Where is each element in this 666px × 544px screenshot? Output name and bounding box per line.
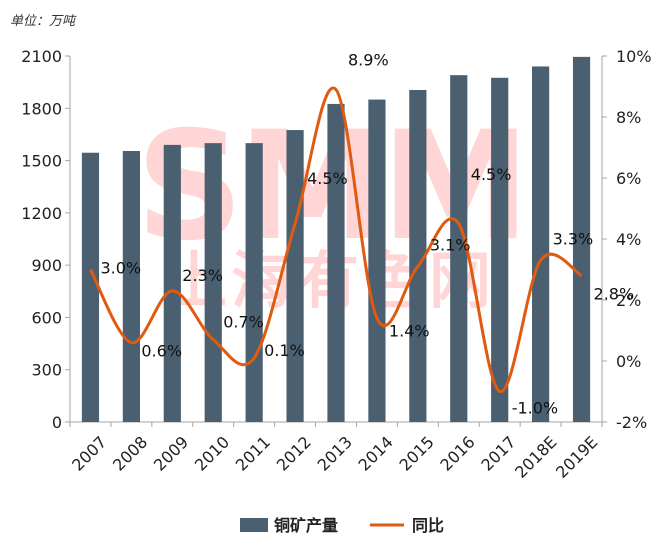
bar (163, 144, 181, 422)
bar (572, 56, 591, 422)
right-tick-label: 4% (616, 230, 641, 249)
data-labels: 3.0% 0.6% 2.3% 0.7%0.1% 4.5% 8.9% 1.4% 3.1% 4.5%… (100, 51, 634, 418)
right-tick-label: 0% (616, 352, 641, 371)
left-tick-label: 300 (31, 361, 62, 380)
bar (81, 152, 100, 422)
x-tick-label: 2007 (68, 432, 110, 474)
bar (368, 99, 386, 423)
data-label: 2.3% (182, 266, 223, 285)
bar-series (81, 56, 591, 423)
legend-label-bar: 铜矿产量 (274, 516, 338, 535)
data-label: 4.5% (307, 169, 348, 188)
bar (286, 130, 304, 423)
legend-swatch-bar (240, 518, 268, 532)
left-tick-label: 0 (52, 413, 62, 432)
data-label: 1.4% (389, 321, 430, 340)
bar (327, 103, 345, 422)
data-label: 3.3% (553, 229, 594, 248)
right-tick-label: -2% (616, 413, 647, 432)
data-label: 4.5% (471, 165, 512, 184)
x-tick-label: 2013 (314, 432, 356, 474)
data-label: 0.1% (264, 341, 305, 360)
x-tick-label: 2011 (232, 432, 274, 474)
line-series (89, 86, 583, 393)
x-tick-label: 2009 (150, 432, 192, 474)
bar (450, 75, 468, 423)
left-tick-label: 600 (31, 308, 62, 327)
x-tick-label: 2010 (191, 432, 233, 474)
bar (245, 143, 263, 422)
bar (204, 143, 222, 422)
legend-label-line: 同比 (412, 516, 444, 535)
x-tick-label: 2012 (273, 432, 315, 474)
x-tick-label: 2015 (395, 432, 437, 474)
bar (532, 66, 550, 422)
data-label: 3.0% (100, 259, 141, 278)
right-tick-label: 8% (616, 108, 641, 127)
bar (122, 150, 140, 422)
x-tick-label: 2019E (552, 432, 601, 481)
left-tick-label: 900 (31, 256, 62, 275)
bar (491, 77, 509, 423)
unit-label: 单位：万吨 (10, 14, 76, 29)
data-label: 8.9% (348, 51, 389, 70)
legend: 铜矿产量 同比 (240, 516, 444, 535)
left-tick-label: 1200 (21, 204, 62, 223)
left-tick-label: 1800 (21, 99, 62, 118)
right-tick-label: 2% (616, 291, 641, 310)
data-label: 0.7% (223, 313, 264, 332)
x-tick-label: 2016 (436, 432, 478, 474)
right-tick-label: 10% (616, 47, 652, 66)
x-tick-label: 2014 (355, 432, 397, 474)
right-tick-label: 6% (616, 169, 641, 188)
data-label: 0.6% (141, 342, 182, 361)
data-label: -1.0% (512, 399, 558, 418)
x-tick-label: 2018E (511, 432, 560, 481)
data-label: 3.1% (430, 235, 471, 254)
left-tick-label: 1500 (21, 152, 62, 171)
left-tick-label: 2100 (21, 47, 62, 66)
data-label: 2.8% (594, 285, 635, 304)
bar (409, 89, 427, 422)
x-tick-label: 2008 (109, 432, 151, 474)
